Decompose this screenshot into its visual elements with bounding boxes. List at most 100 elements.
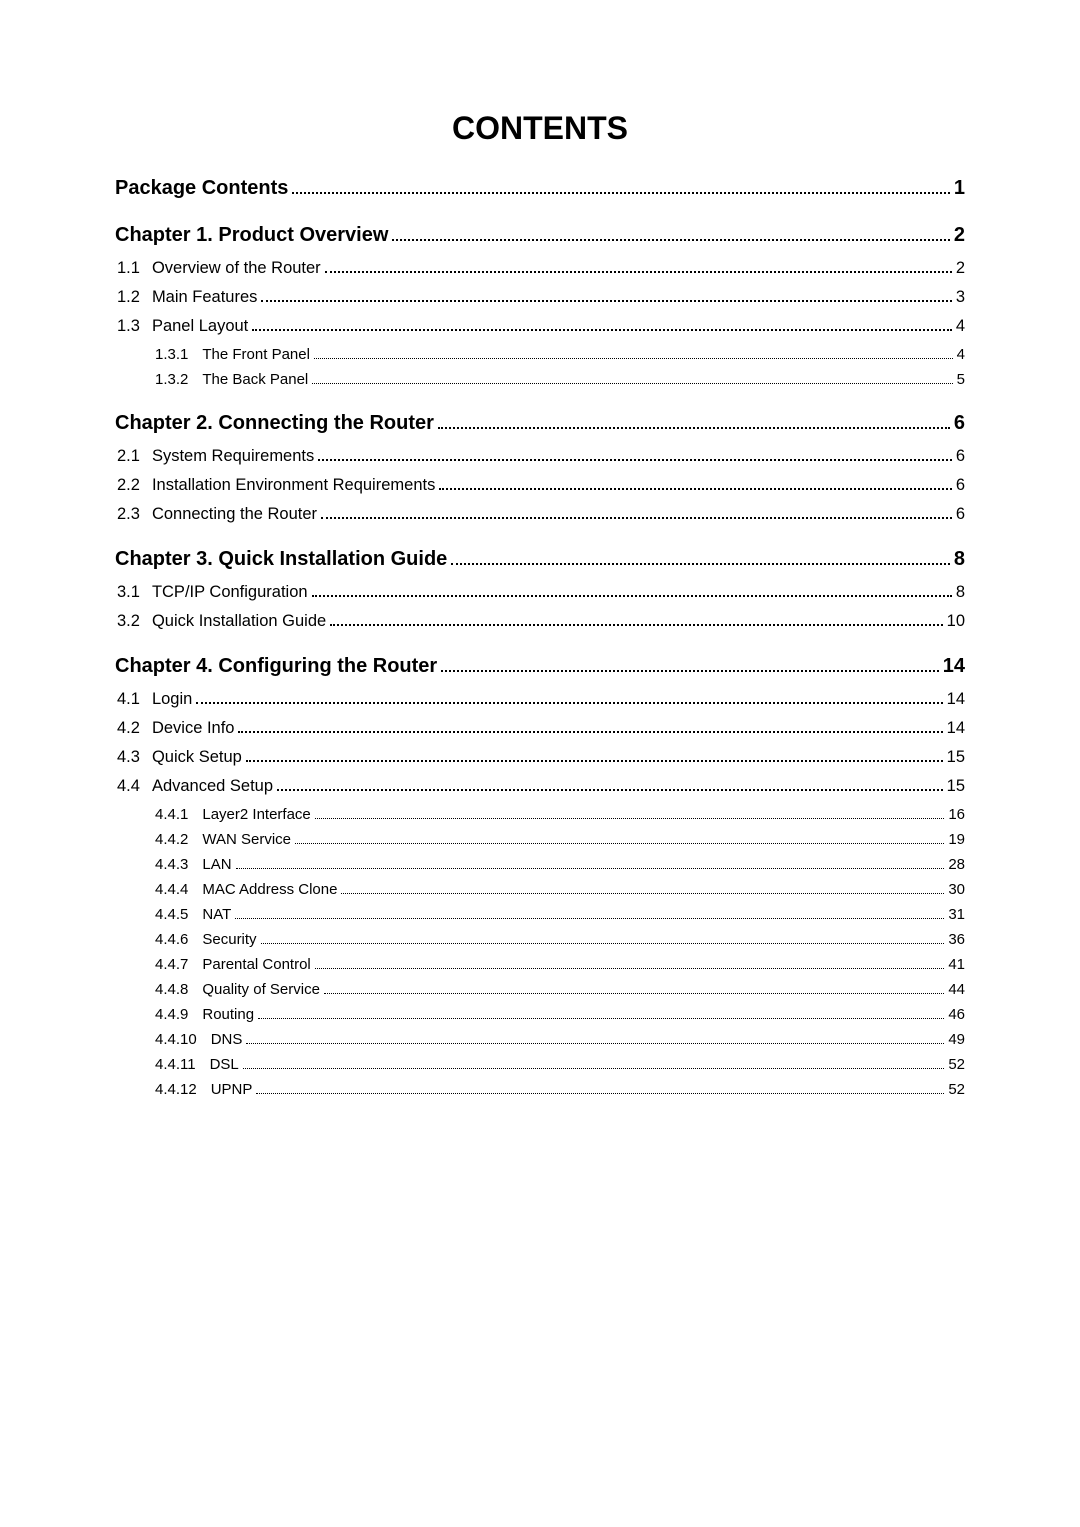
toc-entry-label: The Front Panel bbox=[202, 346, 310, 363]
toc-entry-label: UPNP bbox=[211, 1081, 253, 1098]
toc-entry-page: 15 bbox=[947, 777, 965, 796]
toc-entry-number: 1.1 bbox=[117, 259, 140, 278]
toc-entry-number: 1.3.2 bbox=[155, 371, 188, 388]
toc-entry: 4.4.8Quality of Service44 bbox=[115, 981, 965, 998]
toc-entry: 4.4.4MAC Address Clone30 bbox=[115, 881, 965, 898]
toc-entry-page: 16 bbox=[948, 806, 965, 823]
toc-dot-leader bbox=[439, 488, 951, 490]
toc-entry: 1.3.1The Front Panel4 bbox=[115, 346, 965, 363]
toc-entry-label: Installation Environment Requirements bbox=[152, 476, 435, 495]
toc-entry-page: 30 bbox=[948, 881, 965, 898]
toc-entry-label: System Requirements bbox=[152, 447, 314, 466]
toc-entry-page: 6 bbox=[954, 412, 965, 435]
toc-entry-label: Quick Setup bbox=[152, 748, 242, 767]
toc-entry-page: 4 bbox=[956, 317, 965, 336]
toc-entry-number: 4.4.7 bbox=[155, 956, 188, 973]
toc-dot-leader bbox=[315, 968, 945, 969]
toc-entry: 4.4.7 Parental Control 41 bbox=[115, 956, 965, 973]
toc-entry-page: 2 bbox=[954, 224, 965, 247]
toc-dot-leader bbox=[314, 358, 953, 359]
toc-entry-label: Advanced Setup bbox=[152, 777, 273, 796]
page-title: CONTENTS bbox=[115, 110, 965, 147]
toc-entry: 4.4.11DSL52 bbox=[115, 1056, 965, 1073]
toc-entry: 1.1Overview of the Router2 bbox=[115, 259, 965, 278]
toc-dot-leader bbox=[235, 918, 944, 919]
toc-entry: Chapter 2. Connecting the Router 6 bbox=[115, 412, 965, 435]
toc-entry: 4.4.3LAN28 bbox=[115, 856, 965, 873]
toc-entry-label: Panel Layout bbox=[152, 317, 248, 336]
toc-entry-page: 14 bbox=[947, 690, 965, 709]
toc-entry-label: Device Info bbox=[152, 719, 235, 738]
table-of-contents: Package Contents1Chapter 1. Product Over… bbox=[115, 177, 965, 1098]
toc-entry-number: 2.3 bbox=[117, 505, 140, 524]
toc-dot-leader bbox=[243, 1068, 945, 1069]
toc-entry-number: 4.3 bbox=[117, 748, 140, 767]
toc-entry: 4.1Login14 bbox=[115, 690, 965, 709]
toc-entry-page: 10 bbox=[947, 612, 965, 631]
toc-entry-page: 6 bbox=[956, 505, 965, 524]
toc-entry-number: 4.4.9 bbox=[155, 1006, 188, 1023]
toc-dot-leader bbox=[330, 624, 942, 626]
toc-entry-number: 4.4.10 bbox=[155, 1031, 197, 1048]
toc-entry: 4.2Device Info14 bbox=[115, 719, 965, 738]
toc-entry: 4.4.2WAN Service19 bbox=[115, 831, 965, 848]
toc-entry-page: 49 bbox=[948, 1031, 965, 1048]
toc-dot-leader bbox=[238, 731, 942, 733]
toc-dot-leader bbox=[295, 843, 944, 844]
toc-entry-page: 28 bbox=[948, 856, 965, 873]
toc-entry-page: 3 bbox=[956, 288, 965, 307]
toc-entry-page: 52 bbox=[948, 1056, 965, 1073]
toc-dot-leader bbox=[252, 329, 952, 331]
toc-entry-label: Chapter 4. Configuring the Router bbox=[115, 655, 437, 678]
toc-entry-label: Chapter 2. Connecting the Router bbox=[115, 412, 434, 435]
toc-entry-number: 2.2 bbox=[117, 476, 140, 495]
toc-entry: 1.3 Panel Layout 4 bbox=[115, 317, 965, 336]
toc-entry-page: 46 bbox=[948, 1006, 965, 1023]
toc-entry-number: 4.2 bbox=[117, 719, 140, 738]
toc-dot-leader bbox=[318, 459, 952, 461]
toc-entry-number: 4.4.2 bbox=[155, 831, 188, 848]
toc-entry: 4.4.9Routing46 bbox=[115, 1006, 965, 1023]
toc-entry-label: Overview of the Router bbox=[152, 259, 321, 278]
toc-entry: 4.4.12UPNP52 bbox=[115, 1081, 965, 1098]
toc-entry-label: Parental Control bbox=[202, 956, 310, 973]
toc-entry-label: TCP/IP Configuration bbox=[152, 583, 308, 602]
toc-entry-number: 1.3 bbox=[117, 317, 140, 336]
toc-entry-page: 8 bbox=[954, 548, 965, 571]
toc-entry: 2.3 Connecting the Router 6 bbox=[115, 505, 965, 524]
toc-entry-label: Quality of Service bbox=[202, 981, 320, 998]
toc-entry-page: 6 bbox=[956, 476, 965, 495]
toc-entry-page: 5 bbox=[957, 371, 965, 388]
toc-dot-leader bbox=[315, 818, 945, 819]
toc-entry-label: Main Features bbox=[152, 288, 257, 307]
toc-entry-page: 36 bbox=[948, 931, 965, 948]
toc-entry-label: Login bbox=[152, 690, 192, 709]
toc-entry: Chapter 1. Product Overview2 bbox=[115, 224, 965, 247]
toc-entry-number: 4.4.5 bbox=[155, 906, 188, 923]
toc-entry: 1.3.2The Back Panel5 bbox=[115, 371, 965, 388]
toc-dot-leader bbox=[438, 427, 950, 429]
toc-entry-label: LAN bbox=[202, 856, 231, 873]
toc-entry-label: DNS bbox=[211, 1031, 243, 1048]
toc-entry-label: DSL bbox=[210, 1056, 239, 1073]
toc-entry-label: Connecting the Router bbox=[152, 505, 317, 524]
toc-dot-leader bbox=[246, 1043, 944, 1044]
toc-entry-label: NAT bbox=[202, 906, 231, 923]
toc-entry-page: 15 bbox=[947, 748, 965, 767]
toc-entry-number: 4.4.4 bbox=[155, 881, 188, 898]
toc-entry-label: Security bbox=[202, 931, 256, 948]
toc-entry-number: 1.2 bbox=[117, 288, 140, 307]
toc-entry: Chapter 3. Quick Installation Guide8 bbox=[115, 548, 965, 571]
toc-entry: 3.1TCP/IP Configuration8 bbox=[115, 583, 965, 602]
toc-entry-page: 41 bbox=[948, 956, 965, 973]
toc-entry-page: 1 bbox=[954, 177, 965, 200]
toc-entry-page: 14 bbox=[943, 655, 965, 678]
toc-entry-number: 1.3.1 bbox=[155, 346, 188, 363]
toc-entry-label: Layer2 Interface bbox=[202, 806, 310, 823]
toc-entry-number: 4.4 bbox=[117, 777, 140, 796]
toc-dot-leader bbox=[258, 1018, 944, 1019]
toc-entry-label: Quick Installation Guide bbox=[152, 612, 326, 631]
toc-entry-label: WAN Service bbox=[202, 831, 291, 848]
toc-entry-page: 31 bbox=[948, 906, 965, 923]
toc-entry: 4.4 Advanced Setup 15 bbox=[115, 777, 965, 796]
